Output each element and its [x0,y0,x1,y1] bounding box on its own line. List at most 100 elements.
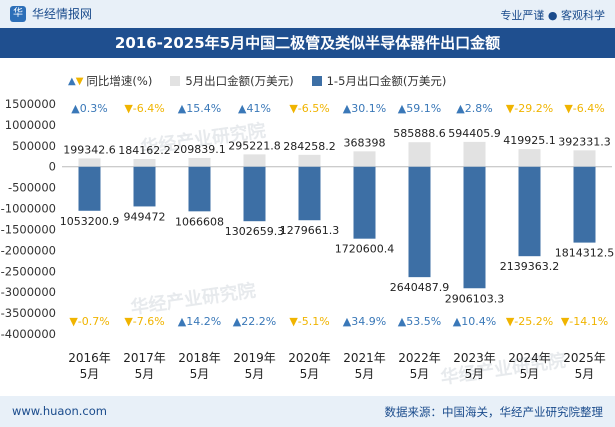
chart-title: 2016-2025年5月中国二极管及类似半导体器件出口金额 [0,28,615,58]
x-tick-label: 2018年 [178,351,221,365]
triangle-down-icon: ▼ [75,75,84,87]
growth-ytd-label: ▼-5.1% [289,315,329,328]
may-bar [463,141,486,167]
legend-growth: ▲ ▼ 同比增速(%) [68,73,152,89]
legend-may: 5月出口金额(万美元) [170,73,294,89]
logo-icon: 华 [10,5,26,22]
growth-ytd-label: ▲14.2% [178,315,221,328]
ytd-bar [353,166,376,239]
y-tick-label: -2500000 [1,264,56,278]
growth-may-label: ▼-6.5% [289,102,329,115]
growth-may-label: ▲41% [238,102,271,115]
x-tick-label: 5月 [190,367,210,381]
growth-may-label: ▲15.4% [178,102,221,115]
y-tick-label: -2000000 [1,243,56,257]
may-value-label: 419925.1 [503,134,556,147]
ytd-bar [408,166,431,278]
legend-ytd-swatch [311,76,322,86]
ytd-value-label: 1302659.3 [225,225,285,238]
website-link[interactable]: www.huaon.com [12,404,107,418]
x-tick-label: 2025年 [563,351,606,365]
ytd-value-label: 1720600.4 [335,243,395,256]
ytd-bar [243,166,266,222]
ytd-bar [133,166,156,207]
x-tick-label: 2016年 [68,351,111,365]
growth-may-label: ▲0.3% [71,102,107,115]
x-tick-label: 5月 [80,367,100,381]
growth-ytd-label: ▼-25.2% [506,315,553,328]
ytd-value-label: 1066608 [175,215,224,228]
ytd-value-label: 2906103.3 [445,292,505,305]
data-source: 数据来源：中国海关，华经产业研究院整理 [384,405,604,419]
growth-ytd-label: ▼-7.6% [124,315,164,328]
legend-ytd: 1-5月出口金额(万美元) [311,73,447,89]
x-tick-label: 2022年 [398,351,441,365]
x-tick-label: 5月 [135,367,155,381]
growth-may-label: ▲30.1% [343,102,386,115]
growth-may-label: ▲59.1% [398,102,441,115]
may-bar [298,154,321,167]
y-tick-label: -1500000 [1,222,56,236]
ytd-bar [188,166,211,212]
growth-ytd-label: ▼-0.7% [69,315,109,328]
ytd-value-label: 1053200.9 [60,215,120,228]
x-tick-label: 5月 [245,367,265,381]
may-value-label: 368398 [344,136,386,149]
y-tick-label: 1500000 [5,97,56,111]
ytd-value-label: 1814312.5 [555,247,615,260]
ytd-value-label: 2139363.2 [500,260,560,273]
legend-may-label: 5月出口金额(万美元) [185,74,294,88]
may-value-label: 209839.1 [173,143,226,156]
growth-ytd-label: ▼-14.1% [561,315,608,328]
growth-ytd-label: ▲53.5% [398,315,441,328]
may-value-label: 184162.2 [118,144,171,157]
y-tick-label: -500000 [8,181,56,195]
may-value-label: 295221.8 [228,139,281,152]
x-tick-label: 5月 [520,367,540,381]
growth-ytd-label: ▲34.9% [343,315,386,328]
growth-may-label: ▼-6.4% [124,102,164,115]
growth-ytd-label: ▲22.2% [233,315,276,328]
ytd-bar [518,166,541,257]
ytd-value-label: 2640487.9 [390,281,450,294]
may-bar [133,159,156,167]
x-tick-label: 5月 [465,367,485,381]
may-bar [353,151,376,167]
ytd-value-label: 1279661.3 [280,224,340,237]
x-tick-label: 5月 [300,367,320,381]
legend-growth-label: 同比增速(%) [86,74,153,88]
ytd-bar [78,166,101,211]
y-tick-label: -3500000 [1,306,56,320]
legend-ytd-label: 1-5月出口金额(万美元) [326,74,447,88]
growth-may-label: ▼-6.4% [564,102,604,115]
x-tick-label: 2019年 [233,351,276,365]
footer: www.huaon.com 数据来源：中国海关，华经产业研究院整理 [0,396,615,427]
may-bar [518,149,541,167]
ytd-value-label: 949472 [124,210,166,223]
ytd-bar [298,166,321,221]
growth-ytd-label: ▲10.4% [453,315,496,328]
x-tick-label: 2023年 [453,351,496,365]
may-value-label: 199342.6 [63,143,116,156]
x-tick-label: 5月 [410,367,430,381]
y-tick-label: 500000 [12,139,56,153]
x-tick-label: 2021年 [343,351,386,365]
may-bar [78,158,101,167]
tagline: 专业严谨 ● 客观科学 [500,9,605,22]
y-tick-label: -3000000 [1,285,56,299]
logo-text: 华经情报网 [32,7,93,21]
may-bar [243,154,266,167]
x-tick-label: 2020年 [288,351,331,365]
growth-may-label: ▼-29.2% [506,102,553,115]
y-tick-label: -1000000 [1,202,56,216]
x-tick-label: 5月 [575,367,595,381]
top-banner: 华 华经情报网 专业严谨 ● 客观科学 [0,0,615,28]
may-value-label: 594405.9 [448,127,501,140]
may-value-label: 585888.6 [393,127,446,140]
logo[interactable]: 华 华经情报网 [10,5,92,22]
may-bar [408,142,431,167]
may-bar [188,157,211,167]
may-bar [573,150,596,167]
may-value-label: 392331.3 [558,135,611,148]
